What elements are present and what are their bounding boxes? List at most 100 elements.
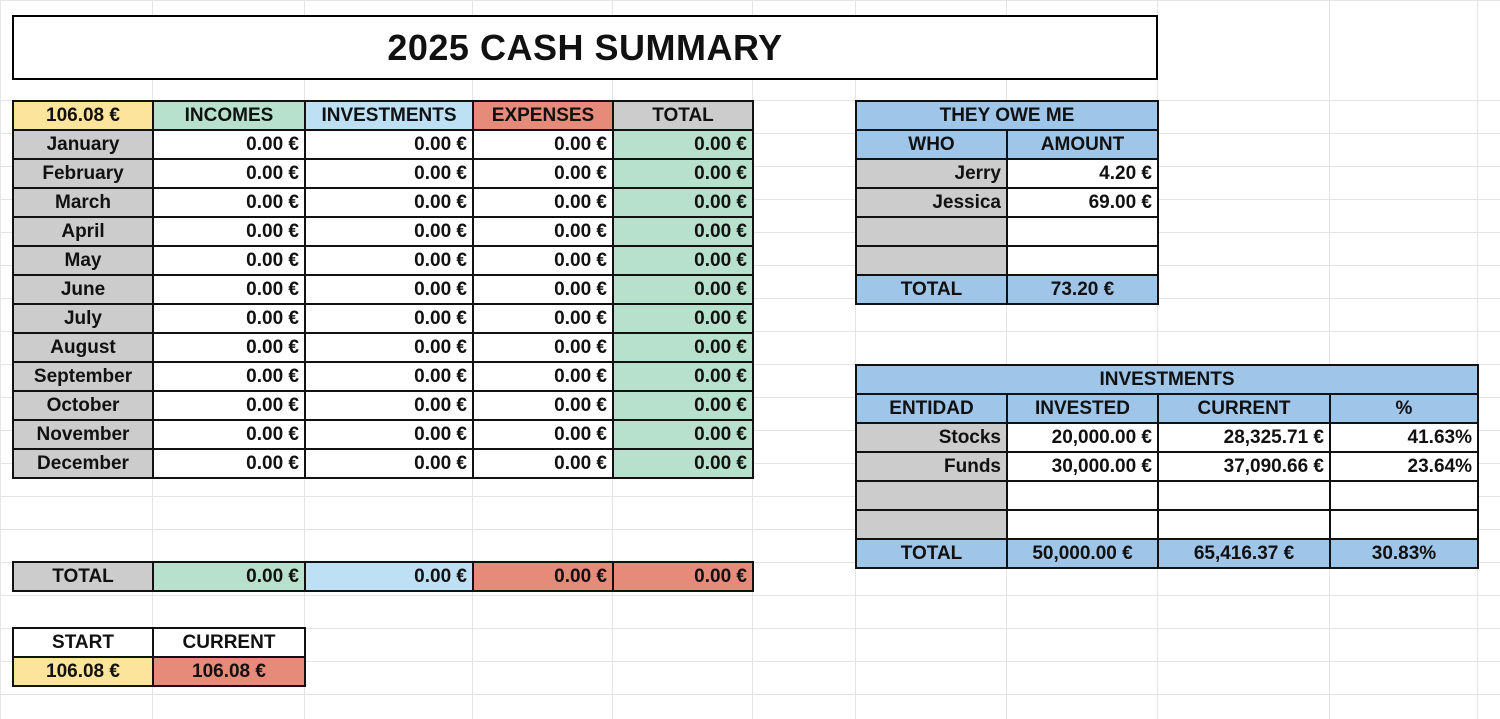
expenses-cell[interactable]: 0.00 € <box>472 361 614 392</box>
current-cell[interactable] <box>1157 480 1331 511</box>
current-cell[interactable]: 28,325.71 € <box>1157 422 1331 453</box>
invested-cell[interactable] <box>1006 509 1159 540</box>
percent-cell[interactable]: 41.63% <box>1329 422 1479 453</box>
month-label[interactable]: November <box>12 419 154 450</box>
current-cell[interactable]: 37,090.66 € <box>1157 451 1331 482</box>
total-cell[interactable]: 0.00 € <box>612 245 754 276</box>
month-label[interactable]: July <box>12 303 154 334</box>
start-header[interactable]: START <box>12 627 154 658</box>
who-cell[interactable] <box>855 245 1008 276</box>
total-cell[interactable]: 0.00 € <box>612 187 754 218</box>
who-cell[interactable]: Jessica <box>855 187 1008 218</box>
header-entidad[interactable]: ENTIDAD <box>855 393 1008 424</box>
investments-cell[interactable]: 0.00 € <box>304 332 474 363</box>
investments-cell[interactable]: 0.00 € <box>304 129 474 160</box>
header-amount[interactable]: AMOUNT <box>1006 129 1159 160</box>
entity-cell[interactable] <box>855 509 1008 540</box>
investments-total-percent[interactable]: 30.83% <box>1329 538 1479 569</box>
investments-cell[interactable]: 0.00 € <box>304 245 474 276</box>
investments-cell[interactable]: 0.00 € <box>304 158 474 189</box>
header-current[interactable]: CURRENT <box>1157 393 1331 424</box>
investments-cell[interactable]: 0.00 € <box>304 419 474 450</box>
current-value[interactable]: 106.08 € <box>152 656 306 687</box>
investments-cell[interactable]: 0.00 € <box>304 303 474 334</box>
expenses-cell[interactable]: 0.00 € <box>472 158 614 189</box>
owe-title[interactable]: THEY OWE ME <box>855 100 1159 131</box>
percent-cell[interactable] <box>1329 509 1479 540</box>
expenses-cell[interactable]: 0.00 € <box>472 187 614 218</box>
incomes-cell[interactable]: 0.00 € <box>152 390 306 421</box>
invested-cell[interactable] <box>1006 480 1159 511</box>
month-label[interactable]: February <box>12 158 154 189</box>
investments-cell[interactable]: 0.00 € <box>304 361 474 392</box>
month-label[interactable]: May <box>12 245 154 276</box>
total-cell[interactable]: 0.00 € <box>612 419 754 450</box>
total-label[interactable]: TOTAL <box>12 561 154 592</box>
incomes-cell[interactable]: 0.00 € <box>152 332 306 363</box>
header-percent[interactable]: % <box>1329 393 1479 424</box>
total-cell[interactable]: 0.00 € <box>612 332 754 363</box>
month-label[interactable]: March <box>12 187 154 218</box>
investments-cell[interactable]: 0.00 € <box>304 187 474 218</box>
month-label[interactable]: September <box>12 361 154 392</box>
owe-total-label[interactable]: TOTAL <box>855 274 1008 305</box>
investments-cell[interactable]: 0.00 € <box>304 390 474 421</box>
expenses-cell[interactable]: 0.00 € <box>472 419 614 450</box>
entity-cell[interactable]: Stocks <box>855 422 1008 453</box>
who-cell[interactable] <box>855 216 1008 247</box>
total-cell[interactable]: 0.00 € <box>612 390 754 421</box>
total-cell[interactable]: 0.00 € <box>612 303 754 334</box>
sheet-title[interactable]: 2025 CASH SUMMARY <box>12 15 1158 80</box>
entity-cell[interactable] <box>855 480 1008 511</box>
incomes-cell[interactable]: 0.00 € <box>152 216 306 247</box>
start-value[interactable]: 106.08 € <box>12 656 154 687</box>
expenses-cell[interactable]: 0.00 € <box>472 216 614 247</box>
total-total[interactable]: 0.00 € <box>612 561 754 592</box>
header-invested[interactable]: INVESTED <box>1006 393 1159 424</box>
incomes-cell[interactable]: 0.00 € <box>152 245 306 276</box>
amount-cell[interactable] <box>1006 216 1159 247</box>
amount-cell[interactable] <box>1006 245 1159 276</box>
entity-cell[interactable]: Funds <box>855 451 1008 482</box>
total-investments[interactable]: 0.00 € <box>304 561 474 592</box>
header-who[interactable]: WHO <box>855 129 1008 160</box>
expenses-cell[interactable]: 0.00 € <box>472 390 614 421</box>
total-expenses[interactable]: 0.00 € <box>472 561 614 592</box>
incomes-cell[interactable]: 0.00 € <box>152 158 306 189</box>
expenses-cell[interactable]: 0.00 € <box>472 129 614 160</box>
month-label[interactable]: December <box>12 448 154 479</box>
amount-cell[interactable]: 4.20 € <box>1006 158 1159 189</box>
total-cell[interactable]: 0.00 € <box>612 158 754 189</box>
current-header[interactable]: CURRENT <box>152 627 306 658</box>
investments-cell[interactable]: 0.00 € <box>304 274 474 305</box>
total-cell[interactable]: 0.00 € <box>612 216 754 247</box>
header-expenses[interactable]: EXPENSES <box>472 100 614 131</box>
who-cell[interactable]: Jerry <box>855 158 1008 189</box>
current-cell[interactable] <box>1157 509 1331 540</box>
total-cell[interactable]: 0.00 € <box>612 274 754 305</box>
header-incomes[interactable]: INCOMES <box>152 100 306 131</box>
incomes-cell[interactable]: 0.00 € <box>152 361 306 392</box>
percent-cell[interactable] <box>1329 480 1479 511</box>
month-label[interactable]: October <box>12 390 154 421</box>
total-cell[interactable]: 0.00 € <box>612 448 754 479</box>
header-total[interactable]: TOTAL <box>612 100 754 131</box>
amount-cell[interactable]: 69.00 € <box>1006 187 1159 218</box>
investments-total-label[interactable]: TOTAL <box>855 538 1008 569</box>
incomes-cell[interactable]: 0.00 € <box>152 187 306 218</box>
total-cell[interactable]: 0.00 € <box>612 361 754 392</box>
incomes-cell[interactable]: 0.00 € <box>152 129 306 160</box>
total-cell[interactable]: 0.00 € <box>612 129 754 160</box>
incomes-cell[interactable]: 0.00 € <box>152 448 306 479</box>
incomes-cell[interactable]: 0.00 € <box>152 419 306 450</box>
expenses-cell[interactable]: 0.00 € <box>472 274 614 305</box>
expenses-cell[interactable]: 0.00 € <box>472 303 614 334</box>
header-investments[interactable]: INVESTMENTS <box>304 100 474 131</box>
expenses-cell[interactable]: 0.00 € <box>472 448 614 479</box>
investments-total-invested[interactable]: 50,000.00 € <box>1006 538 1159 569</box>
expenses-cell[interactable]: 0.00 € <box>472 332 614 363</box>
balance-cell[interactable]: 106.08 € <box>12 100 154 131</box>
incomes-cell[interactable]: 0.00 € <box>152 274 306 305</box>
total-incomes[interactable]: 0.00 € <box>152 561 306 592</box>
month-label[interactable]: January <box>12 129 154 160</box>
